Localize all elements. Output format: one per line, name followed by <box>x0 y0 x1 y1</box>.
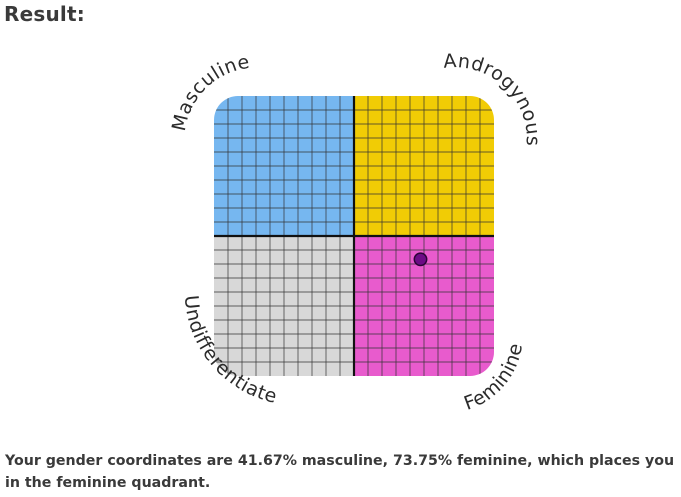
compass-body <box>214 96 494 376</box>
result-heading: Result: <box>4 2 85 26</box>
result-point <box>413 252 428 267</box>
gender-compass-chart: Masculine Androgynous Undifferentiated F… <box>0 0 543 415</box>
result-summary: Your gender coordinates are 41.67% mascu… <box>5 453 675 491</box>
